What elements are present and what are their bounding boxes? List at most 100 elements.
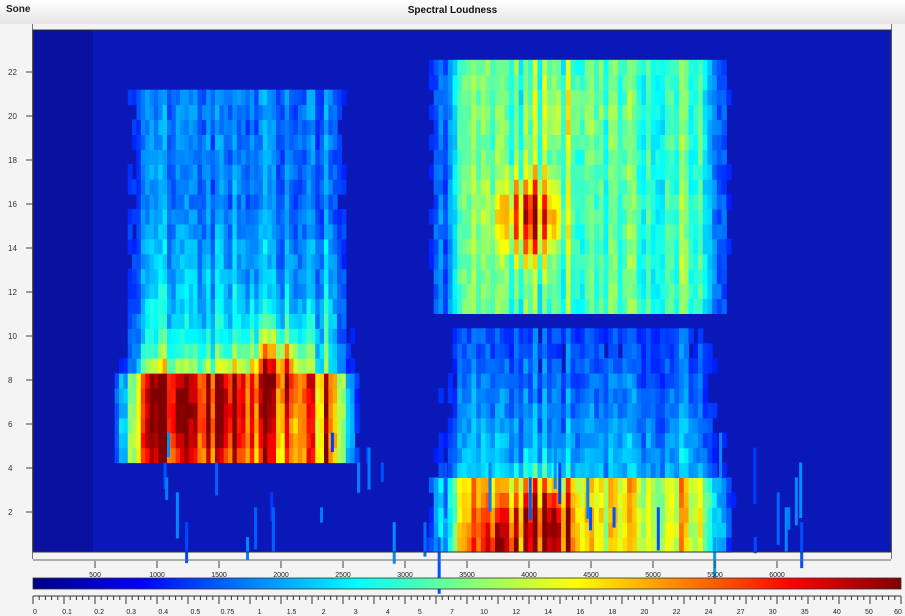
heatmap-cell	[598, 134, 605, 150]
heatmap-cell	[180, 328, 186, 344]
heatmap-cell	[688, 134, 694, 150]
heatmap-cell	[480, 104, 487, 121]
heatmap-cell	[664, 179, 671, 195]
heatmap-cell	[565, 208, 572, 225]
heatmap-cell	[707, 462, 713, 479]
heatmap-cell	[697, 223, 704, 240]
heatmap-cell	[565, 89, 572, 106]
heatmap-cell	[254, 387, 260, 404]
heatmap-cell	[149, 194, 155, 210]
heatmap-cell	[669, 149, 675, 165]
heatmap-cell	[579, 194, 586, 210]
heatmap-cell	[721, 432, 727, 449]
heatmap-cell	[594, 462, 600, 479]
heatmap-cell	[679, 298, 685, 314]
heatmap-cell	[608, 477, 614, 493]
heatmap-cell	[627, 223, 633, 240]
heatmap-cell	[466, 447, 473, 464]
heatmap-cell	[650, 268, 657, 285]
heatmap-cell	[127, 343, 133, 359]
heatmap-cell	[650, 537, 657, 553]
heatmap-cell	[206, 223, 212, 240]
heatmap-cell	[271, 134, 277, 150]
heatmap-cell	[140, 104, 146, 121]
heatmap-cell	[223, 373, 229, 389]
heatmap-cell	[551, 283, 557, 300]
heatmap-cell	[166, 268, 172, 285]
heatmap-cell	[528, 417, 534, 434]
heatmap-cell	[306, 119, 312, 135]
heatmap-cell	[650, 104, 657, 121]
heatmap-cell	[302, 223, 308, 240]
heatmap-cell	[528, 104, 534, 121]
heatmap-cell	[584, 149, 591, 165]
heatmap-cell	[267, 253, 273, 270]
heatmap-cell	[542, 447, 548, 464]
heatmap-cell	[504, 328, 510, 344]
heatmap-cell	[513, 59, 520, 76]
heatmap-cell	[532, 358, 539, 374]
heatmap-cell	[603, 253, 609, 270]
heatmap-cell	[518, 149, 524, 165]
heatmap-cell	[532, 373, 539, 389]
heatmap-cell	[702, 298, 708, 314]
heatmap-cell	[297, 417, 303, 434]
heatmap-cell	[232, 417, 238, 434]
heatmap-cell	[188, 358, 194, 374]
heatmap-cell	[679, 328, 685, 344]
heatmap-cell	[617, 223, 624, 240]
noise-column	[719, 432, 723, 478]
heatmap-cell	[480, 223, 487, 240]
heatmap-cell	[721, 268, 727, 285]
heatmap-cell	[495, 328, 501, 344]
heatmap-cell	[726, 492, 732, 508]
heatmap-cell	[471, 358, 477, 374]
heatmap-cell	[627, 387, 633, 404]
heatmap-cell	[551, 223, 557, 240]
heatmap-cell	[249, 134, 255, 150]
heatmap-cell	[504, 208, 510, 225]
heatmap-cell	[485, 59, 491, 76]
heatmap-cell	[201, 134, 207, 150]
heatmap-cell	[337, 283, 343, 300]
heatmap-cell	[132, 387, 138, 404]
heatmap-cell	[132, 432, 138, 449]
heatmap-cell	[532, 328, 539, 344]
heatmap-cell	[556, 358, 562, 374]
heatmap-cell	[140, 417, 146, 434]
heatmap-cell	[127, 238, 133, 255]
heatmap-cell	[556, 164, 562, 180]
heatmap-cell	[140, 119, 146, 135]
heatmap-cell	[145, 194, 151, 210]
heatmap-cell	[457, 194, 463, 210]
heatmap-cell	[664, 507, 671, 523]
heatmap-cell	[471, 462, 477, 479]
heatmap-cell	[598, 373, 605, 389]
noise-column	[437, 537, 441, 594]
heatmap-cell	[509, 343, 515, 359]
heatmap-cell	[123, 432, 129, 449]
heatmap-cell	[537, 298, 543, 314]
heatmap-cell	[457, 268, 463, 285]
heatmap-cell	[267, 313, 273, 329]
heatmap-cell	[631, 373, 638, 389]
heatmap-cell	[646, 477, 652, 493]
heatmap-cell	[341, 268, 347, 285]
heatmap-cell	[280, 253, 286, 270]
heatmap-cell	[197, 268, 203, 285]
heatmap-cell	[598, 298, 605, 314]
heatmap-cell	[452, 164, 458, 180]
heatmap-cell	[350, 373, 356, 389]
heatmap-cell	[598, 149, 605, 165]
heatmap-cell	[236, 89, 242, 106]
heatmap-cell	[655, 402, 661, 419]
heatmap-cell	[443, 89, 449, 106]
heatmap-cell	[332, 238, 338, 255]
heatmap-cell	[683, 328, 690, 344]
heatmap-cell	[608, 179, 614, 195]
heatmap-cell	[495, 477, 501, 493]
heatmap-cell	[249, 149, 255, 165]
heatmap-cell	[337, 432, 343, 449]
heatmap-cell	[598, 283, 605, 300]
heatmap-cell	[655, 387, 661, 404]
